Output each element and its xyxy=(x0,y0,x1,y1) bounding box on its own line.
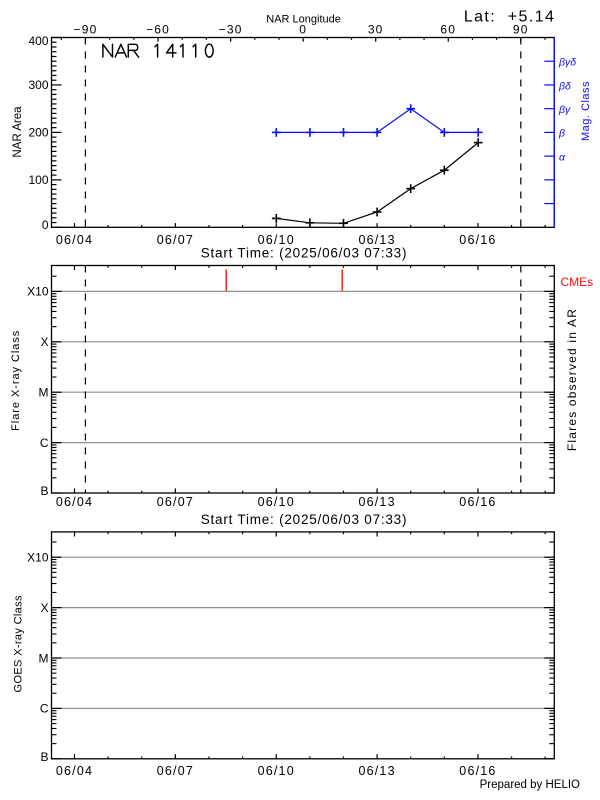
svg-text:06/16: 06/16 xyxy=(459,233,496,247)
svg-text:100: 100 xyxy=(28,173,48,187)
svg-text:06/13: 06/13 xyxy=(358,495,395,509)
svg-text:06/16: 06/16 xyxy=(459,764,496,778)
svg-text:90: 90 xyxy=(513,23,529,37)
svg-text:βδ: βδ xyxy=(558,80,571,92)
svg-text:0: 0 xyxy=(42,218,49,232)
svg-text:B: B xyxy=(40,484,48,498)
svg-text:06/04: 06/04 xyxy=(56,233,93,247)
svg-text:α: α xyxy=(559,151,566,163)
svg-text:06/16: 06/16 xyxy=(459,495,496,509)
svg-text:06/10: 06/10 xyxy=(258,495,295,509)
svg-text:−90: −90 xyxy=(74,23,98,37)
svg-text:NAR Longitude: NAR Longitude xyxy=(266,13,341,25)
svg-text:βγδ: βγδ xyxy=(558,57,576,69)
svg-text:400: 400 xyxy=(28,34,48,48)
svg-text:Mag. Class: Mag. Class xyxy=(580,81,592,141)
svg-text:06/07: 06/07 xyxy=(157,495,194,509)
svg-text:Start Time: (2025/06/03 07:33): Start Time: (2025/06/03 07:33) xyxy=(201,512,408,527)
svg-text:X: X xyxy=(40,601,48,615)
svg-text:200: 200 xyxy=(28,126,48,140)
svg-text:βγ: βγ xyxy=(558,104,571,116)
svg-text:06/04: 06/04 xyxy=(56,764,93,778)
svg-text:−30: −30 xyxy=(219,23,243,37)
svg-text:M: M xyxy=(39,386,49,400)
svg-text:C: C xyxy=(40,702,49,716)
svg-text:06/10: 06/10 xyxy=(258,764,295,778)
svg-text:06/04: 06/04 xyxy=(56,495,93,509)
svg-text:C: C xyxy=(40,436,49,450)
svg-text:Flare X-ray Class: Flare X-ray Class xyxy=(10,330,22,431)
svg-text:0: 0 xyxy=(299,23,307,37)
svg-text:06/07: 06/07 xyxy=(157,233,194,247)
svg-text:X10: X10 xyxy=(27,284,49,298)
svg-text:06/13: 06/13 xyxy=(358,764,395,778)
svg-text:Lat: +5.14: Lat: +5.14 xyxy=(464,9,555,26)
svg-text:β: β xyxy=(558,128,565,140)
svg-text:Flares observed in AR: Flares observed in AR xyxy=(565,308,579,451)
svg-text:Start Time: (2025/06/03 07:33): Start Time: (2025/06/03 07:33) xyxy=(201,245,408,260)
svg-text:60: 60 xyxy=(440,23,456,37)
svg-text:06/10: 06/10 xyxy=(258,233,295,247)
svg-text:30: 30 xyxy=(368,23,384,37)
svg-text:B: B xyxy=(40,750,48,764)
svg-text:06/07: 06/07 xyxy=(157,764,194,778)
svg-text:NAR Area: NAR Area xyxy=(12,106,24,158)
svg-text:06/13: 06/13 xyxy=(358,233,395,247)
svg-text:300: 300 xyxy=(28,78,48,92)
svg-text:X10: X10 xyxy=(27,551,49,565)
svg-text:M: M xyxy=(39,651,49,665)
svg-text:−60: −60 xyxy=(146,23,170,37)
svg-text:CMEs: CMEs xyxy=(561,275,594,289)
svg-text:Prepared by HELIO: Prepared by HELIO xyxy=(480,779,580,791)
svg-text:X: X xyxy=(40,335,48,349)
svg-text:GOES X-ray Class: GOES X-ray Class xyxy=(13,595,25,692)
